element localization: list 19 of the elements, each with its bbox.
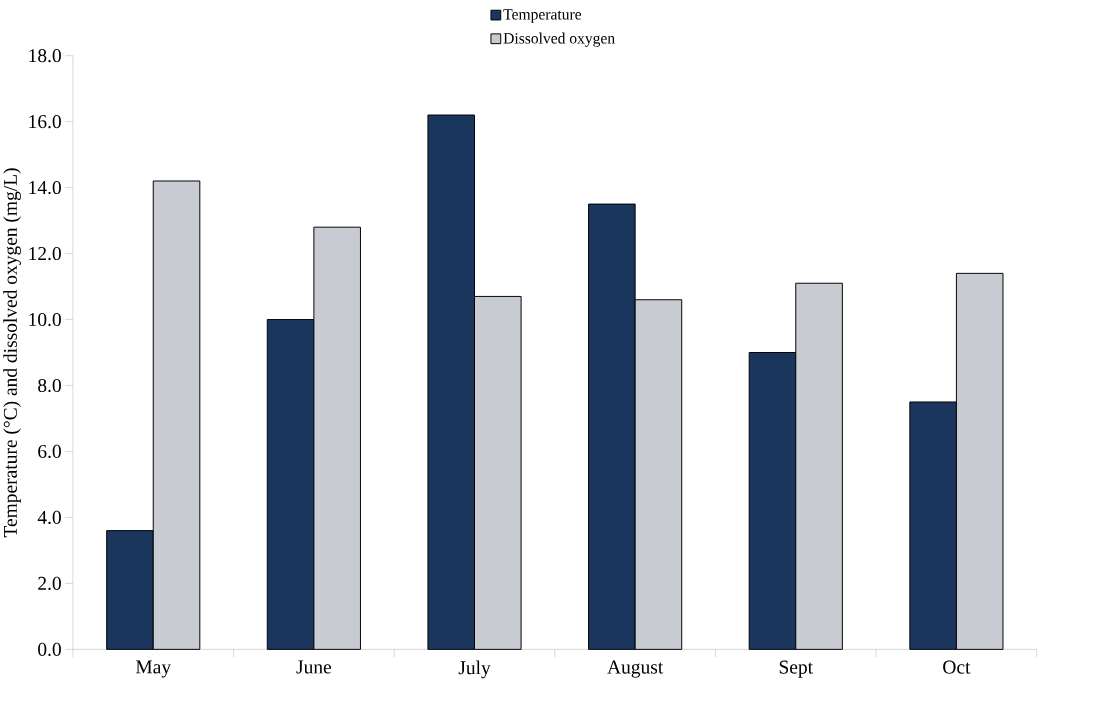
y-tick-label: 10.0 — [29, 312, 61, 327]
y-tick-label: 12.0 — [29, 246, 61, 261]
y-tick-label: 18.0 — [29, 49, 61, 63]
x-tick-label: August — [607, 660, 664, 678]
x-tick-label: Sept — [779, 660, 813, 678]
x-tick-label: July — [458, 660, 491, 679]
x-tick-label: May — [135, 660, 171, 678]
legend-label: Dissolved oxygen — [503, 32, 615, 47]
y-tick-label: 2.0 — [38, 576, 61, 590]
y-tick-label: 6.0 — [38, 444, 61, 459]
y-tick-label: 16.0 — [29, 114, 61, 129]
y-tick-label: 14.0 — [29, 180, 61, 195]
x-tick-label: Oct — [943, 660, 971, 674]
y-tick-label: 4.0 — [37, 510, 61, 524]
y-axis-title: Temperature (°C) and dissolved oxygen (mg/L) — [3, 168, 21, 538]
x-tick-label: June — [296, 660, 332, 674]
legend-label: Temperature — [503, 9, 582, 23]
y-tick-label: 0.0 — [38, 642, 61, 656]
y-tick-label: 8.0 — [38, 378, 61, 393]
